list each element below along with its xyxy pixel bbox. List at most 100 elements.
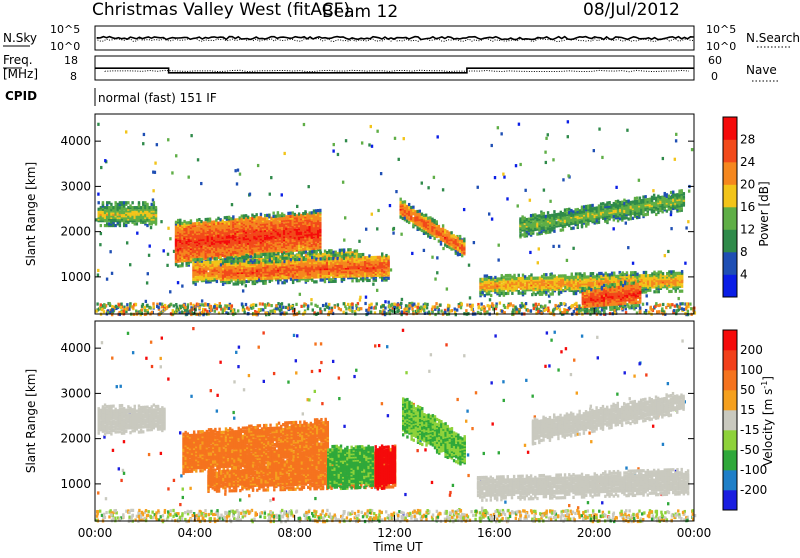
heatmap-cell [293,219,297,223]
heatmap-cell [343,216,347,220]
heatmap-cell [353,252,356,256]
heatmap-cell [298,261,301,265]
heatmap-cell [247,267,250,271]
heatmap-cell [357,266,361,270]
heatmap-cell [225,237,229,241]
heatmap-cell [179,226,182,231]
heatmap-cell [340,255,344,259]
heatmap-cell [349,263,352,267]
heatmap-cell [276,220,280,225]
heatmap-cell [418,306,422,310]
heatmap-cell [193,241,197,245]
heatmap-cell [244,284,248,288]
heatmap-cell [200,181,203,186]
heatmap-cell [353,271,356,275]
heatmap-cell [342,263,346,267]
heatmap-cell [174,263,178,267]
heatmap-cell [366,257,369,261]
heatmap-cell [486,310,489,314]
heatmap-cell [317,239,320,244]
heatmap-cell [238,244,241,248]
heatmap-cell [183,244,186,248]
heatmap-cell [433,236,436,241]
heatmap-cell [198,242,201,247]
heatmap-cell [287,256,291,260]
heatmap-cell [300,217,303,221]
heatmap-cell [208,250,212,254]
heatmap-cell [125,309,128,314]
heatmap-cell [644,311,648,315]
heatmap-cell [253,224,256,228]
heatmap-cell [274,269,278,274]
heatmap-cell [253,281,257,286]
heatmap-cell [206,250,210,254]
heatmap-cell [336,268,339,272]
heatmap-cell [211,278,214,282]
heatmap-cell [204,221,207,225]
heatmap-cell [353,264,356,268]
heatmap-cell [282,305,285,309]
heatmap-cell [325,273,329,277]
heatmap-cell [542,188,546,192]
heatmap-cell [251,216,254,220]
heatmap-cell [263,223,267,227]
heatmap-cell [232,259,235,263]
heatmap-cell [383,312,387,317]
heatmap-cell [566,120,570,124]
heatmap-cell [208,248,212,252]
heatmap-cell [370,262,373,266]
heatmap-cell [378,272,382,276]
heatmap-cell [364,267,367,271]
heatmap-cell [332,274,335,279]
heatmap-cell [498,301,502,305]
heatmap-cell [236,221,239,225]
heatmap-cell [412,212,415,216]
heatmap-cell [228,259,231,263]
heatmap-cell [416,218,419,222]
heatmap-cell [376,129,379,133]
heatmap-cell [257,278,261,282]
heatmap-cell [559,302,563,306]
heatmap-cell [253,276,257,281]
heatmap-cell [259,212,263,216]
heatmap-cell [262,273,265,277]
heatmap-cell [368,143,371,147]
heatmap-cell [285,246,288,250]
heatmap-cell [236,249,239,253]
heatmap-cell [240,225,244,230]
heatmap-cell [353,266,356,270]
heatmap-cell [213,236,216,240]
heatmap-cell [279,256,282,261]
heatmap-cell [527,309,530,313]
heatmap-cell [251,270,255,274]
heatmap-cell [224,274,227,278]
heatmap-cell [236,229,239,233]
heatmap-cell [272,258,276,263]
heatmap-cell [210,306,213,310]
heatmap-cell [405,204,409,209]
heatmap-cell [176,241,180,245]
heatmap-cell [287,303,291,307]
heatmap-cell [246,215,250,219]
heatmap-cell [227,220,231,224]
heatmap-cell [295,217,299,221]
heatmap-cell [211,270,214,274]
heatmap-cell [206,227,210,231]
heatmap-cell [281,311,284,315]
heatmap-cell [627,246,630,250]
heatmap-cell [198,221,201,225]
heatmap-cell [325,275,329,279]
heatmap-cell [285,247,288,252]
heatmap-cell [361,274,365,278]
heatmap-cell [668,303,671,307]
heatmap-cell [332,263,335,267]
heatmap-cell [244,246,248,250]
heatmap-cell [227,236,231,241]
heatmap-cell [283,281,286,285]
heatmap-cell [374,275,378,279]
heatmap-cell [268,229,271,234]
heatmap-cell [310,225,314,230]
heatmap-cell [219,218,222,222]
heatmap-cell [280,246,284,250]
heatmap-cell [296,277,299,281]
